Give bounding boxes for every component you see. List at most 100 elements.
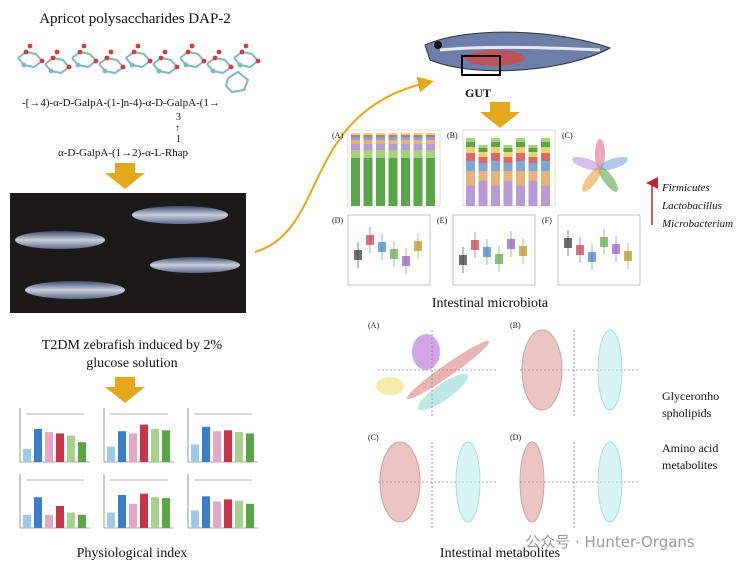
bar <box>202 496 210 528</box>
stack <box>376 144 385 150</box>
ring <box>125 50 152 69</box>
ring <box>179 50 206 69</box>
atom <box>228 64 234 70</box>
stack <box>503 148 513 152</box>
bar <box>23 514 31 528</box>
stack <box>491 161 500 171</box>
atom <box>158 55 164 61</box>
panel-letter: (D) <box>332 216 343 225</box>
stack <box>541 138 550 142</box>
class-line: Glycerопho <box>662 389 719 403</box>
class-line: Amino acid <box>662 441 718 455</box>
box <box>612 244 620 254</box>
stack <box>413 140 423 144</box>
stack <box>541 147 550 153</box>
stack <box>491 171 500 186</box>
stack <box>363 137 373 140</box>
cluster <box>379 441 421 523</box>
cluster <box>406 340 490 400</box>
stack <box>363 158 373 206</box>
stack <box>426 133 435 135</box>
stack <box>541 186 550 206</box>
atom <box>239 49 245 55</box>
atom <box>102 68 108 74</box>
stack <box>376 150 385 158</box>
atom <box>162 49 168 55</box>
box <box>471 240 479 250</box>
box <box>495 254 503 264</box>
bar <box>107 446 115 462</box>
ring <box>71 50 98 69</box>
atom <box>81 43 87 49</box>
stack <box>401 140 410 144</box>
atom <box>210 68 216 74</box>
bar <box>118 431 126 462</box>
atom <box>156 68 162 74</box>
stack <box>528 163 538 171</box>
atom <box>147 58 153 64</box>
stack <box>413 144 423 150</box>
bar <box>34 497 42 528</box>
atom <box>23 49 29 55</box>
stack <box>541 161 550 171</box>
atom <box>131 49 137 55</box>
atom <box>135 43 141 49</box>
atom <box>104 55 110 61</box>
atom <box>66 64 72 70</box>
model-line: T2DM zebrafish induced by 2% <box>42 338 223 353</box>
bar <box>23 448 31 462</box>
stack <box>478 181 488 206</box>
molecule <box>17 43 261 94</box>
stack <box>351 137 360 140</box>
bar <box>34 429 42 462</box>
bar <box>78 442 86 462</box>
cluster <box>376 377 404 395</box>
petal <box>598 166 618 192</box>
ring <box>44 56 71 75</box>
stack <box>388 135 398 137</box>
bar <box>246 503 254 528</box>
stack <box>401 150 410 158</box>
bar <box>151 497 159 528</box>
stack <box>528 148 538 152</box>
bar <box>140 424 148 462</box>
taxon: Microbacterium <box>661 218 733 230</box>
panel-letter: (B) <box>510 321 521 330</box>
gut-label: GUT <box>465 86 491 100</box>
atom <box>255 58 261 64</box>
taxon: Firmicutes <box>661 182 710 194</box>
panel-letter: (D) <box>510 433 521 442</box>
cluster <box>519 441 545 523</box>
cluster <box>455 441 481 523</box>
physiological-panels <box>19 408 258 529</box>
photo-fish <box>15 206 240 299</box>
panel-letter: (B) <box>447 131 458 140</box>
class-line: spholipids <box>662 406 712 420</box>
stack <box>351 133 360 135</box>
bar <box>67 435 75 462</box>
stack <box>491 147 500 153</box>
bar <box>246 433 254 462</box>
stack <box>363 133 373 135</box>
stack <box>528 181 538 206</box>
side-chain: α-D-GalpA-(1→2)-α-L-Rhap <box>58 147 189 159</box>
stack <box>491 142 500 147</box>
stack <box>413 158 423 206</box>
bar <box>129 433 137 462</box>
stack <box>376 158 385 206</box>
stack <box>388 133 398 135</box>
stack <box>503 152 513 157</box>
cluster <box>597 441 623 523</box>
box <box>588 252 596 262</box>
stack <box>426 158 435 206</box>
stack <box>491 138 500 142</box>
stack <box>413 135 423 137</box>
stack <box>376 140 385 144</box>
stack <box>516 142 525 147</box>
stack <box>478 152 488 157</box>
atom <box>185 49 191 55</box>
stack <box>388 140 398 144</box>
atom <box>120 64 126 70</box>
bar <box>191 444 199 462</box>
stack <box>413 150 423 158</box>
